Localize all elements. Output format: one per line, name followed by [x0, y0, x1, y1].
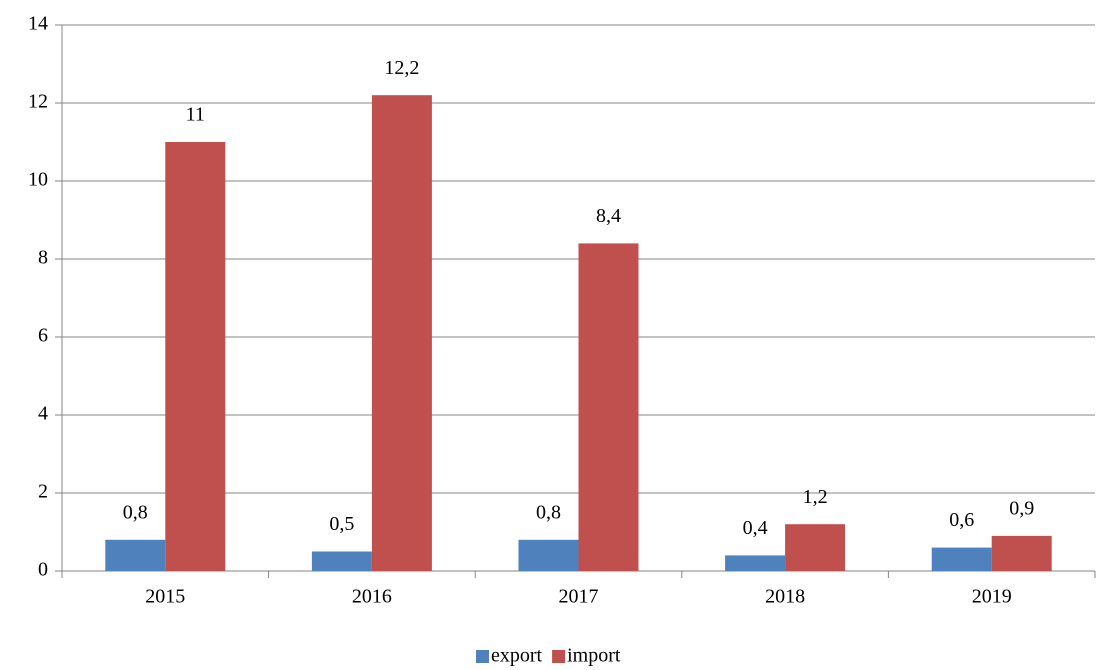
bar	[931, 547, 992, 571]
legend-label: export	[491, 645, 543, 667]
x-tick-label: 2015	[145, 586, 185, 608]
y-tick-label: 2	[38, 481, 48, 503]
legend-label: import	[567, 645, 621, 667]
bar	[991, 535, 1052, 571]
bar	[311, 551, 372, 571]
y-tick-label: 12	[28, 91, 48, 113]
bar	[105, 539, 166, 571]
legend-swatch	[476, 650, 489, 663]
bar	[785, 524, 846, 571]
value-label: 0,8	[123, 501, 148, 523]
legend-swatch	[552, 650, 566, 663]
y-tick-label: 6	[38, 325, 48, 347]
bar	[518, 539, 579, 571]
value-label: 0,4	[743, 517, 768, 539]
value-label: 8,4	[596, 205, 621, 227]
y-tick-label: 0	[38, 559, 48, 581]
value-label: 11	[186, 104, 205, 126]
x-tick-label: 2016	[352, 586, 392, 608]
value-label: 1,2	[803, 486, 828, 508]
x-tick-label: 2019	[972, 586, 1012, 608]
value-label: 0,6	[949, 509, 974, 531]
value-label: 12,2	[384, 57, 419, 79]
bar	[578, 243, 639, 571]
value-label: 0,9	[1009, 497, 1034, 519]
bar	[725, 555, 786, 571]
y-tick-label: 10	[28, 169, 48, 191]
bar	[371, 95, 432, 571]
value-label: 0,5	[329, 513, 354, 535]
y-tick-label: 8	[38, 247, 48, 269]
x-tick-label: 2017	[559, 586, 599, 608]
bar	[165, 142, 226, 571]
y-tick-label: 4	[38, 403, 48, 425]
value-label: 0,8	[536, 501, 561, 523]
y-tick-label: 14	[28, 13, 48, 35]
x-tick-label: 2018	[765, 586, 805, 608]
